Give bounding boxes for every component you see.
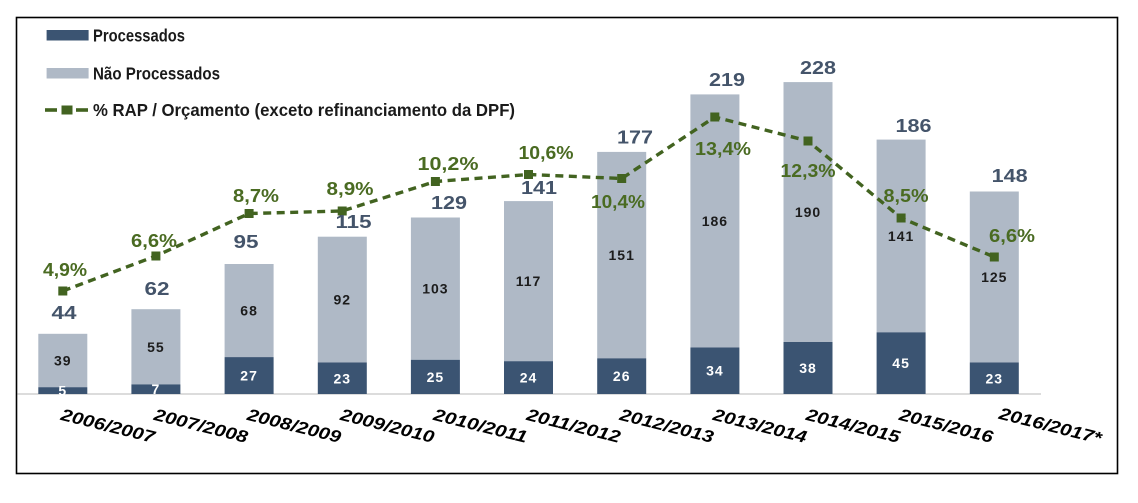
svg-text:Processados: Processados [93,26,185,46]
svg-text:8,9%: 8,9% [327,179,374,199]
svg-text:26: 26 [613,368,631,384]
svg-text:151: 151 [609,247,635,263]
svg-text:115: 115 [336,212,372,232]
svg-text:186: 186 [702,213,728,229]
svg-text:228: 228 [800,58,836,78]
svg-text:45: 45 [892,355,910,371]
svg-text:55: 55 [147,339,165,355]
svg-text:117: 117 [516,273,542,289]
svg-text:6,6%: 6,6% [131,231,177,251]
svg-text:8,5%: 8,5% [884,186,929,206]
svg-text:34: 34 [706,363,724,379]
svg-text:10,6%: 10,6% [519,143,574,163]
svg-text:% RAP / Orçamento (exceto refi: % RAP / Orçamento (exceto refinanciament… [93,100,515,120]
svg-text:103: 103 [422,281,448,297]
svg-text:92: 92 [334,292,352,308]
svg-text:23: 23 [334,370,352,386]
svg-text:39: 39 [54,353,72,369]
svg-text:125: 125 [981,269,1007,285]
svg-text:23: 23 [986,370,1004,386]
svg-text:Não Processados: Não Processados [93,64,220,84]
svg-text:190: 190 [795,204,821,220]
svg-text:6,6%: 6,6% [989,226,1035,246]
svg-text:5: 5 [58,383,67,399]
svg-text:7: 7 [152,381,161,397]
svg-text:68: 68 [240,303,258,319]
svg-text:62: 62 [145,279,170,299]
svg-text:141: 141 [521,178,557,198]
svg-text:8,7%: 8,7% [233,186,279,206]
svg-text:148: 148 [992,166,1028,186]
svg-text:10,2%: 10,2% [418,154,479,174]
svg-text:13,4%: 13,4% [695,139,751,159]
svg-text:10,4%: 10,4% [591,192,645,212]
svg-text:177: 177 [617,128,653,148]
svg-text:186: 186 [896,116,932,136]
svg-text:129: 129 [431,193,467,213]
svg-text:141: 141 [888,228,914,244]
svg-text:95: 95 [234,232,259,252]
svg-text:44: 44 [52,303,77,323]
svg-text:27: 27 [240,368,258,384]
svg-text:38: 38 [799,360,817,376]
svg-text:12,3%: 12,3% [781,161,836,181]
svg-text:24: 24 [520,370,538,386]
svg-text:219: 219 [709,70,745,90]
svg-text:25: 25 [427,369,445,385]
svg-text:4,9%: 4,9% [43,260,87,280]
